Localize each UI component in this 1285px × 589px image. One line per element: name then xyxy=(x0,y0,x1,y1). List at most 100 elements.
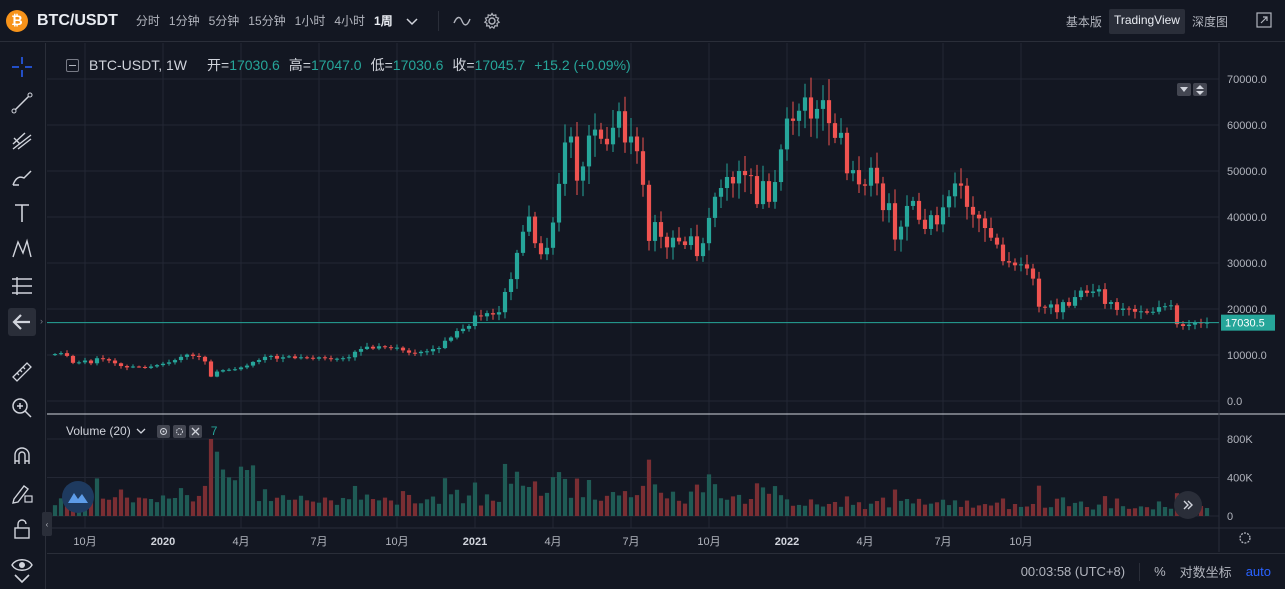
text-tool[interactable] xyxy=(8,199,36,227)
volume-bar xyxy=(1156,501,1162,516)
brush-tool[interactable] xyxy=(8,163,36,191)
interval-2[interactable]: 5分钟 xyxy=(208,14,240,28)
candle-body xyxy=(1114,302,1120,310)
tool-expander-icon[interactable]: › xyxy=(40,316,43,326)
remove-button[interactable] xyxy=(188,424,202,438)
volume-title[interactable]: Volume (20) xyxy=(66,424,131,438)
visibility-tool[interactable] xyxy=(8,551,36,579)
fib-tool[interactable] xyxy=(8,126,36,154)
pattern-tool[interactable] xyxy=(8,235,36,263)
time-tick-label: 2020 xyxy=(151,536,175,548)
indicators-icon[interactable] xyxy=(453,12,471,30)
volume-bar xyxy=(370,499,376,516)
settings-button[interactable] xyxy=(172,424,186,438)
view-tab-2[interactable]: 深度图 xyxy=(1191,15,1228,29)
time-tick-label: 10月 xyxy=(73,536,96,548)
candle-body xyxy=(112,360,118,364)
volume-bar xyxy=(58,498,64,516)
volume-bar xyxy=(106,499,112,516)
log-scale-toggle[interactable]: 对数坐标 xyxy=(1179,565,1232,580)
settings-gear-icon[interactable] xyxy=(1239,532,1251,544)
interval-1[interactable]: 1分钟 xyxy=(168,14,200,28)
series-move-button[interactable] xyxy=(1193,83,1207,96)
back-tool[interactable] xyxy=(8,308,36,336)
volume-bar xyxy=(112,497,118,516)
time-tick-label: 2022 xyxy=(775,536,799,548)
toolbar-collapse-button[interactable]: ‹ xyxy=(42,512,52,536)
lock-tool[interactable] xyxy=(8,515,36,543)
chevron-down-icon[interactable] xyxy=(134,426,148,436)
candle-body xyxy=(1108,302,1114,304)
candle-body xyxy=(538,243,544,255)
chevron-down-icon[interactable] xyxy=(404,13,420,29)
price-tick-label: 0.0 xyxy=(1227,396,1242,408)
candle-body xyxy=(820,100,826,109)
candle-body xyxy=(916,200,922,220)
volume-bar xyxy=(862,509,868,516)
volume-bar xyxy=(640,485,646,516)
interval-3[interactable]: 15分钟 xyxy=(248,14,286,28)
candle-body xyxy=(340,358,346,360)
volume-bar xyxy=(814,504,820,516)
volume-bar xyxy=(568,497,574,516)
view-tab-0[interactable]: 基本版 xyxy=(1065,15,1102,29)
scroll-to-realtime-button[interactable] xyxy=(1174,491,1202,519)
candle-body xyxy=(424,351,430,353)
candle-body xyxy=(814,108,820,119)
visibility-toggle-button[interactable] xyxy=(156,424,170,438)
interval-selector: 分时 1分钟 5分钟 15分钟 1小时 4小时 1周 xyxy=(136,12,402,29)
series-menu-button[interactable] xyxy=(1177,83,1191,96)
volume-bar xyxy=(796,504,802,516)
volume-bar xyxy=(928,503,934,516)
volume-bar xyxy=(754,483,760,516)
more-tools[interactable] xyxy=(8,573,36,589)
gear-icon[interactable] xyxy=(483,11,501,30)
candle-body xyxy=(568,136,574,143)
volume-bar xyxy=(472,482,478,516)
crosshair-tool[interactable] xyxy=(8,53,36,81)
candle-body xyxy=(808,97,814,119)
candle-body xyxy=(1030,268,1036,279)
candle-body xyxy=(274,355,280,359)
volume-bar xyxy=(760,487,766,516)
price-tick-label: 20000.0 xyxy=(1227,304,1267,316)
volume-bar xyxy=(274,497,280,516)
volume-bar xyxy=(1042,507,1048,516)
volume-bar xyxy=(256,501,262,516)
candle-body xyxy=(838,132,844,138)
interval-4[interactable]: 1小时 xyxy=(294,14,326,28)
interval-0[interactable]: 分时 xyxy=(135,14,160,28)
view-tab-1[interactable]: TradingView xyxy=(1108,9,1185,34)
interval-6[interactable]: 1周 xyxy=(374,14,393,28)
trend-line-tool[interactable] xyxy=(8,89,36,117)
volume-bar xyxy=(988,505,994,516)
volume-bar xyxy=(130,502,136,516)
auto-scale-toggle[interactable]: auto xyxy=(1245,564,1271,579)
measure-tool[interactable] xyxy=(8,272,36,300)
legend-collapse-button[interactable] xyxy=(66,58,79,72)
volume-tick-label: 800K xyxy=(1227,434,1253,446)
price-chart[interactable]: 70000.0 60000.0 50000.0 40000.0 30000.0 20000… xyxy=(47,43,1285,553)
volume-bar xyxy=(976,505,982,516)
zoom-tool[interactable] xyxy=(8,394,36,422)
volume-bar xyxy=(418,503,424,516)
volume-bar xyxy=(1198,505,1204,516)
legend-title[interactable]: BTC-USDT, 1W xyxy=(89,57,187,73)
interval-5[interactable]: 4小时 xyxy=(334,14,366,28)
fullscreen-icon[interactable] xyxy=(1255,11,1273,29)
volume-bar xyxy=(1078,501,1084,516)
candle-body xyxy=(640,151,646,185)
percent-scale-toggle[interactable]: % xyxy=(1154,564,1166,579)
candle-body xyxy=(850,170,856,174)
magnet-tool[interactable] xyxy=(8,442,36,470)
volume-bar xyxy=(202,485,208,516)
volume-bar xyxy=(994,502,1000,516)
volume-bar xyxy=(832,501,838,516)
symbol-title[interactable]: BTC/USDT xyxy=(37,11,118,29)
stay-drawing-tool[interactable] xyxy=(8,479,36,507)
volume-bar xyxy=(970,507,976,516)
ruler-tool[interactable] xyxy=(8,358,36,386)
volume-bar xyxy=(94,478,100,516)
candle-body xyxy=(1090,291,1096,293)
volume-bar xyxy=(178,488,184,516)
